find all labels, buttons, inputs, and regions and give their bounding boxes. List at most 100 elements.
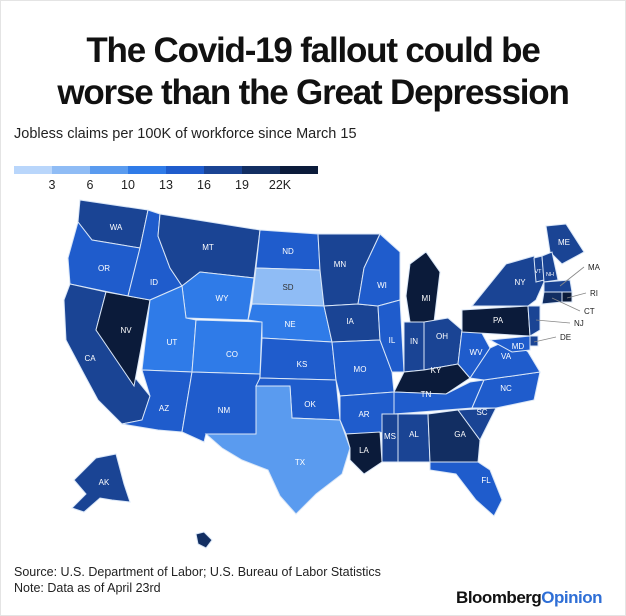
state-ny [470,255,545,307]
state-in [403,321,425,373]
legend-swatch [52,166,90,174]
state-nj [527,305,541,337]
callout-line [559,266,585,287]
state-label-ut: UT [167,338,178,347]
state-label-wv: WV [470,348,484,357]
state-label-va: VA [501,352,512,361]
source-note: Source: U.S. Department of Labor; U.S. B… [14,565,381,579]
legend-swatch [14,166,52,174]
state-label-ny: NY [514,278,526,287]
state-label-ky: KY [431,366,442,375]
state-nc [471,371,541,409]
legend-swatch [204,166,242,174]
state-label-il: IL [389,336,396,345]
state-me [545,223,585,265]
state-label-mi: MI [422,294,431,303]
state-label-fl: FL [481,476,491,485]
footer: Source: U.S. Department of Labor; U.S. B… [14,564,381,596]
state-label-ms: MS [384,432,396,441]
state-label-sc: SC [476,408,487,417]
state-oh [423,317,463,371]
legend-tick-label: 16 [197,178,211,192]
legend-tick-label: 10 [121,178,135,192]
brand-logo: BloombergOpinion [456,588,602,607]
state-label-ia: IA [346,317,354,326]
state-wv [457,325,491,379]
state-ma [543,279,573,293]
state-label-az: AZ [159,404,169,413]
state-label-wi: WI [377,281,387,290]
state-label-ri: RI [590,289,598,298]
legend-swatch [128,166,166,174]
state-ks [259,337,337,381]
state-label-nv: NV [120,326,132,335]
title-line-2: worse than the Great Depression [57,73,569,112]
state-label-id: ID [150,278,158,287]
state-label-ar: AR [358,410,369,419]
state-il [377,299,405,373]
state-label-ma: MA [588,263,601,272]
legend-tick-label: 13 [159,178,173,192]
state-wy [181,271,255,321]
chart-subtitle: Jobless claims per 100K of workforce sin… [14,126,357,142]
legend-tick-label: 22K [268,178,292,192]
callout-line [566,292,587,299]
state-label-al: AL [409,430,419,439]
legend-swatch [280,166,318,174]
state-label-nd: ND [282,247,294,256]
state-label-mo: MO [354,365,367,374]
state-label-wa: WA [110,223,123,232]
state-fl [429,461,503,517]
state-label-ak: AK [99,478,110,487]
state-label-nc: NC [500,384,512,393]
state-hi [195,531,213,549]
state-label-oh: OH [436,332,448,341]
state-co [191,319,263,375]
legend-tick-label: 3 [48,178,56,192]
title-line-1: The Covid-19 fallout could be [86,31,540,70]
chart-title: The Covid-19 fallout could be worse than… [0,30,626,114]
state-md [488,335,531,353]
state-label-mt: MT [202,243,214,252]
state-label-sd: SD [282,283,293,292]
state-ak [71,453,131,513]
state-label-nh: NH [546,272,554,278]
state-label-mn: MN [334,260,347,269]
state-label-ks: KS [297,360,308,369]
legend-swatch [90,166,128,174]
state-tx [204,385,351,515]
state-nh [541,251,559,283]
state-label-vt: VT [534,269,542,275]
state-label-tn: TN [421,390,432,399]
state-label-in: IN [410,337,418,346]
state-label-co: CO [226,350,238,359]
legend-swatch [242,166,280,174]
state-label-la: LA [359,446,369,455]
state-label-nm: NM [218,406,231,415]
state-sc [457,407,497,441]
state-label-de: DE [560,333,571,342]
callout-line [551,297,581,312]
state-label-ga: GA [454,430,466,439]
state-label-ok: OK [304,400,316,409]
legend-swatch [166,166,204,174]
state-label-nj: NJ [574,319,584,328]
state-label-wy: WY [216,294,230,303]
legend-tick-label: 6 [86,178,94,192]
state-label-ct: CT [584,307,595,316]
state-la [345,431,383,475]
state-label-pa: PA [493,316,504,325]
state-label-tx: TX [295,458,306,467]
state-label-me: ME [558,238,570,247]
state-label-or: OR [98,264,110,273]
data-note: Note: Data as of April 23rd [14,581,161,595]
callout-line [533,336,557,343]
state-label-md: MD [512,342,525,351]
state-label-ne: NE [284,320,295,329]
state-mi [405,251,441,323]
color-legend: 3 6 10 13 16 19 22K [14,166,320,192]
callout-line [535,319,571,324]
legend-tick-label: 19 [235,178,249,192]
us-choropleth-map: WA OR CA NV ID MT WY UT AZ CO NM ND SD NE KS OK TX MN IA MO… [63,199,601,549]
state-label-ca: CA [84,354,96,363]
